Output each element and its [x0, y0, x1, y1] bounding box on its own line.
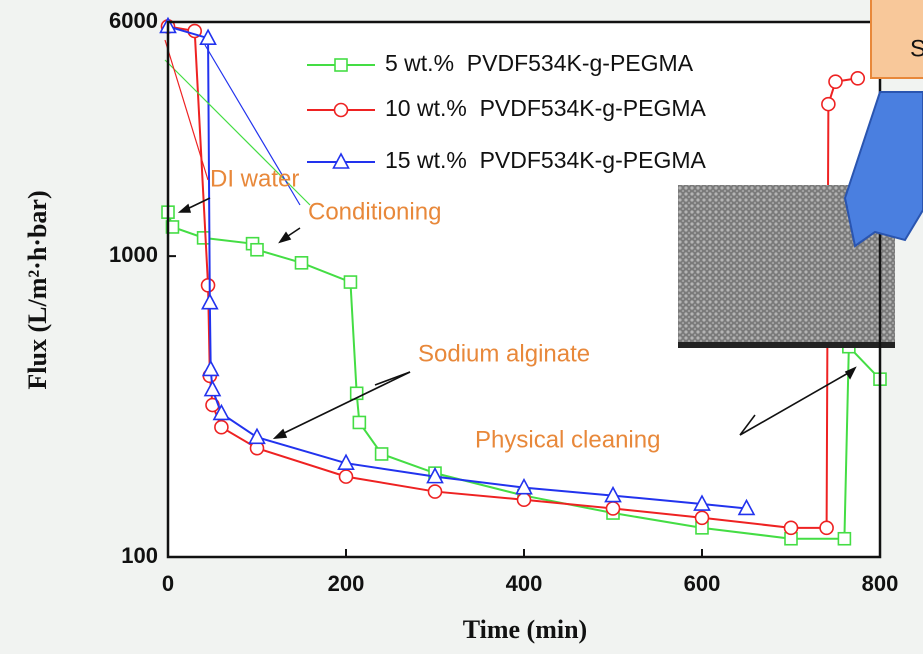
x-tick-label: 400: [506, 571, 543, 596]
x-axis-label: Time (min): [463, 615, 587, 644]
marker: [427, 484, 443, 499]
marker: [334, 58, 348, 72]
x-tick-label: 800: [862, 571, 899, 596]
annotation: Conditioning: [308, 198, 441, 225]
marker: [819, 520, 834, 536]
marker: [200, 293, 219, 310]
marker: [203, 379, 222, 397]
series-line: [167, 211, 881, 540]
marker: [821, 96, 836, 112]
x-tick-label: 600: [684, 571, 721, 596]
marker: [199, 28, 217, 46]
x-tick-label: 0: [162, 571, 174, 596]
guide-line: [164, 39, 209, 181]
annotation-arrows: [177, 197, 857, 439]
x-tick-label: 200: [328, 571, 365, 596]
marker: [250, 242, 264, 257]
marker: [196, 231, 211, 245]
marker: [374, 447, 389, 461]
marker: [837, 531, 852, 546]
marker: [604, 485, 622, 503]
callout-box: [870, 0, 923, 79]
marker: [343, 275, 358, 289]
marker: [338, 469, 354, 484]
legend-label: 10 wt.% PVDF534K-g-PEGMA: [385, 95, 706, 121]
guide-line: [204, 44, 301, 206]
callout-text: S: [910, 35, 923, 62]
marker: [828, 74, 843, 89]
annotation: Physical cleaning: [475, 426, 660, 453]
marker: [333, 102, 349, 118]
callout-arrow: [843, 91, 923, 248]
marker: [605, 501, 621, 516]
marker: [214, 419, 229, 435]
y-tick-label: 100: [121, 543, 158, 568]
marker: [737, 498, 756, 516]
marker: [352, 415, 367, 430]
marker: [694, 510, 710, 526]
marker: [693, 494, 711, 511]
marker: [248, 427, 266, 445]
marker: [337, 453, 355, 471]
marker: [332, 152, 350, 169]
annotation: DI water: [210, 165, 299, 192]
legend-label: 15 wt.% PVDF534K-g-PEGMA: [385, 147, 706, 173]
marker: [201, 359, 220, 377]
inset-bar: [678, 342, 895, 348]
marker: [850, 70, 866, 86]
marker: [200, 277, 216, 293]
y-axis-label: Flux (L/m²·h·bar): [23, 190, 52, 389]
marker: [426, 466, 444, 484]
marker: [294, 256, 309, 270]
marker: [165, 220, 180, 234]
marker: [516, 492, 532, 508]
annotation: Sodium alginate: [418, 340, 590, 367]
legend-label: 5 wt.% PVDF534K-g-PEGMA: [385, 50, 694, 76]
y-tick-label: 6000: [109, 8, 158, 33]
marker: [783, 520, 799, 536]
marker: [212, 403, 231, 421]
marker: [515, 477, 533, 495]
y-tick-label: 1000: [109, 242, 158, 267]
